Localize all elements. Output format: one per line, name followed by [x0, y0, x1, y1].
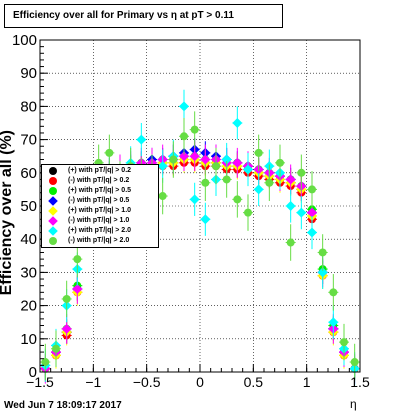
footer-timestamp: Wed Jun 7 18:09:17 2017 — [4, 400, 122, 411]
data-point — [233, 195, 242, 204]
data-point — [296, 207, 307, 218]
axis-ticks: −1.5 −1 −0.5 0 0.5 1 1.5 0 10 20 30 40 50 60 70 80 90 100 — [12, 32, 370, 390]
legend-label: (-) with pT/|q| > 1.0 — [68, 217, 130, 224]
legend-label: (+) with pT/|q| > 0.2 — [68, 167, 132, 174]
legend-item: (+) with pT/|q| > 0.2 — [42, 166, 160, 176]
data-point — [244, 208, 252, 217]
data-point — [286, 238, 295, 247]
x-tick-label: −1 — [85, 374, 101, 390]
y-tick-label: 10 — [20, 331, 37, 348]
data-point — [189, 151, 200, 162]
data-point — [169, 155, 178, 164]
data-point — [308, 185, 316, 194]
data-point — [73, 255, 82, 264]
data-point — [222, 175, 231, 184]
data-point — [340, 338, 348, 347]
data-point — [276, 158, 284, 167]
data-point — [232, 157, 243, 168]
data-point — [41, 358, 50, 367]
data-point — [212, 162, 220, 171]
data-point — [200, 154, 211, 165]
y-tick-label: 40 — [20, 231, 37, 248]
data-point — [285, 174, 296, 185]
data-point — [317, 267, 328, 278]
data-point — [157, 161, 168, 172]
legend-item: (-) with pT/|q| > 0.2 — [42, 176, 160, 186]
data-point — [221, 154, 232, 165]
legend-item: (-) with pT/|q| > 2.0 — [42, 236, 160, 246]
legend-label: (+) with pT/|q| > 2.0 — [68, 227, 132, 234]
data-point — [328, 317, 339, 328]
x-tick-label: 1 — [303, 374, 311, 390]
legend-item: (+) with pT/|q| > 0.5 — [42, 186, 160, 196]
data-point — [136, 134, 147, 145]
data-point — [200, 214, 211, 225]
legend-label: (+) with pT/|q| > 0.5 — [68, 187, 132, 194]
data-point — [307, 227, 317, 238]
data-point — [201, 178, 210, 187]
legend-item: (+) with pT/|q| > 2.0 — [42, 226, 160, 236]
y-tick-label: 30 — [20, 264, 37, 281]
data-point — [232, 118, 243, 128]
legend-label: (-) with pT/|q| > 0.5 — [68, 197, 130, 204]
y-tick-label: 70 — [20, 132, 37, 149]
data-point — [179, 151, 189, 162]
data-point — [307, 207, 317, 218]
legend-label: (-) with pT/|q| > 2.0 — [68, 237, 130, 244]
x-tick-label: −0.5 — [133, 374, 161, 390]
data-point — [61, 323, 72, 334]
legend-marker — [49, 187, 57, 195]
legend-item: (-) with pT/|q| > 1.0 — [42, 216, 160, 226]
y-tick-label: 60 — [20, 165, 37, 182]
legend-label: (-) with pT/|q| > 0.2 — [68, 177, 130, 184]
legend-marker — [49, 177, 57, 185]
y-axis-label: Efficiency over all (%) — [0, 130, 15, 296]
data-point — [285, 201, 296, 211]
data-point — [189, 194, 200, 205]
legend-marker — [48, 196, 58, 206]
data-point — [265, 178, 274, 187]
legend-label: (+) with pT/|q| > 1.0 — [68, 207, 132, 214]
x-tick-label: −1.5 — [26, 374, 54, 390]
chart-title: Efficiency over all for Primary vs η at … — [4, 4, 283, 28]
data-point — [350, 358, 359, 367]
data-point — [62, 294, 71, 303]
legend-item: (+) with pT/|q| > 1.0 — [42, 206, 160, 216]
y-tick-label: 20 — [20, 298, 37, 315]
y-tick-label: 50 — [20, 198, 37, 215]
y-tick-label: 80 — [20, 98, 37, 115]
y-tick-label: 90 — [20, 65, 37, 82]
data-point — [297, 168, 306, 177]
data-point — [158, 192, 167, 201]
data-point — [329, 288, 338, 297]
y-tick-label: 0 — [29, 364, 37, 381]
legend-marker — [49, 167, 57, 175]
legend-marker — [48, 226, 58, 236]
data-point — [72, 284, 83, 294]
x-tick-label: 0 — [196, 374, 204, 390]
y-tick-label: 100 — [12, 32, 37, 49]
data-point — [180, 132, 188, 141]
data-point — [52, 344, 60, 353]
data-point — [253, 184, 264, 195]
chart-legend: (+) with pT/|q| > 0.2 (-) with pT/|q| > … — [41, 164, 159, 248]
data-point — [105, 148, 114, 157]
legend-item: (-) with pT/|q| > 0.5 — [42, 196, 160, 206]
grid-lines — [40, 40, 360, 372]
data-point — [179, 101, 189, 112]
x-tick-label: 0.5 — [244, 374, 264, 390]
x-tick-label: 1.5 — [350, 374, 370, 390]
x-axis-label: η — [350, 397, 357, 411]
data-point — [254, 148, 263, 157]
legend-marker — [48, 216, 58, 226]
legend-marker — [48, 206, 58, 216]
data-point — [318, 248, 327, 257]
legend-marker — [49, 237, 57, 245]
data-point — [243, 164, 253, 175]
data-point — [190, 125, 199, 134]
